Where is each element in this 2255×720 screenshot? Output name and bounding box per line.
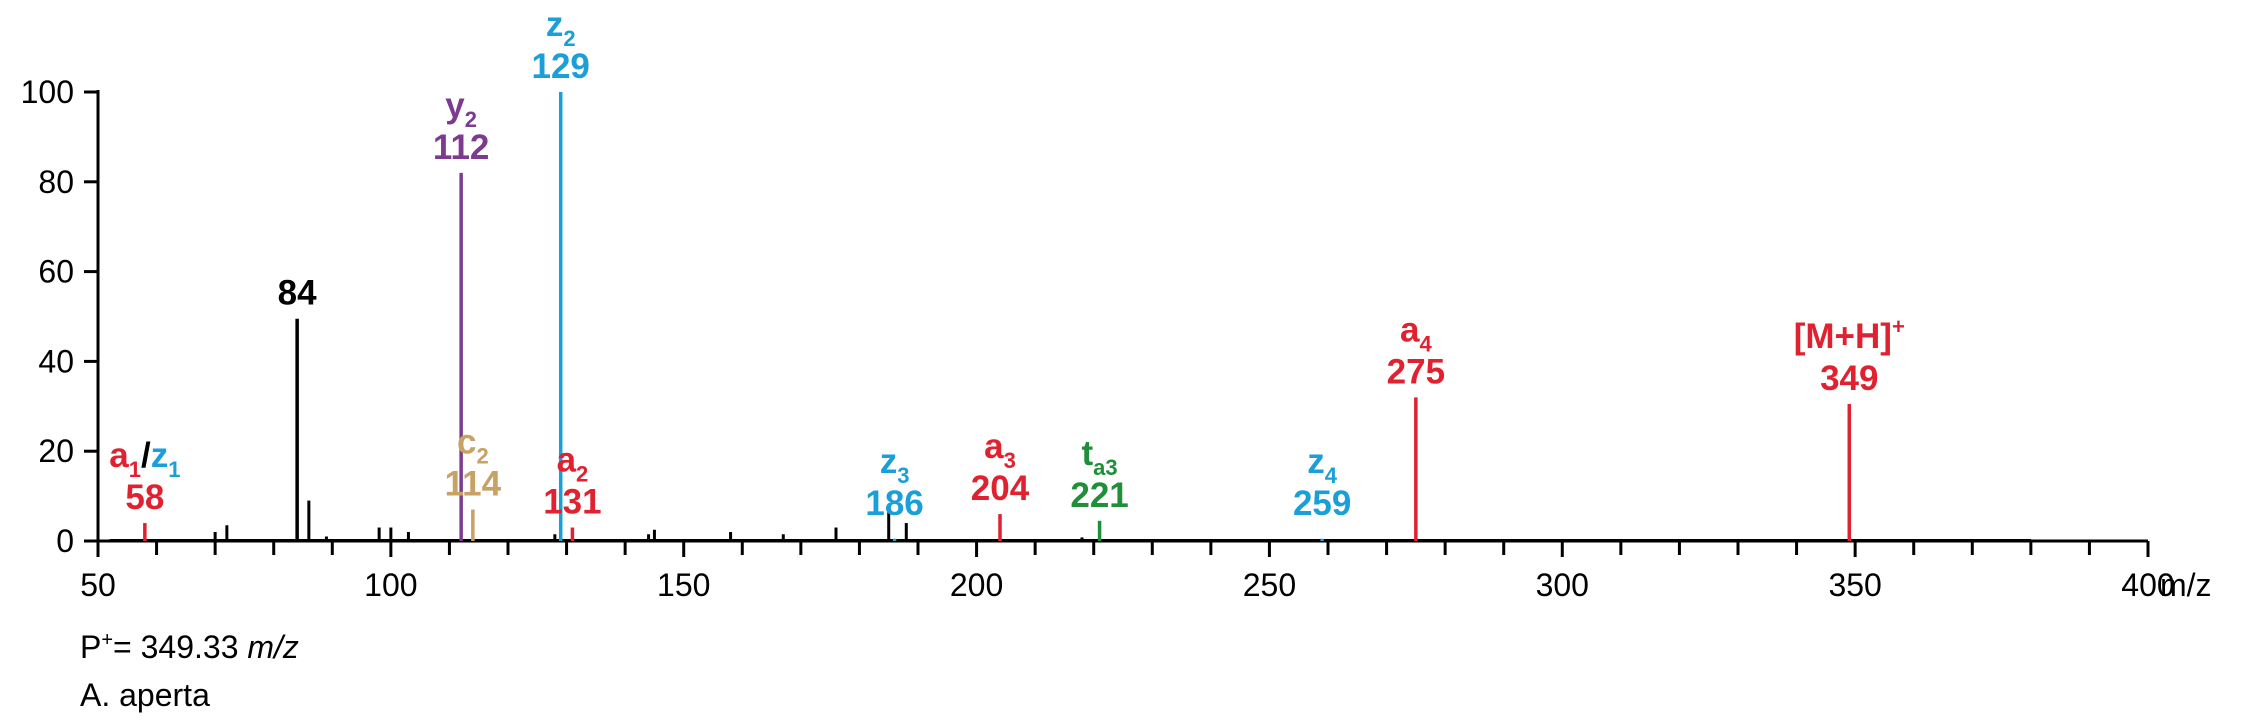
peak-ion-label-349: [M+H]+ bbox=[1794, 314, 1905, 356]
peak-mz-label-186: 186 bbox=[865, 484, 923, 523]
precursor-mass-label: P+= 349.33 m/z bbox=[80, 629, 299, 665]
species-label: A. aperta bbox=[80, 677, 210, 713]
peak-ion-label-275: a4 bbox=[1400, 310, 1432, 356]
peak-mz-label-204: 204 bbox=[971, 469, 1030, 508]
x-tick-label: 350 bbox=[1828, 567, 1881, 603]
peak-ion-label-112: y2 bbox=[445, 86, 477, 132]
x-tick-label: 150 bbox=[657, 567, 710, 603]
peak-ion-label-221: ta3 bbox=[1082, 434, 1118, 480]
peak-mz-label-349: 349 bbox=[1820, 359, 1878, 398]
x-tick-label: 200 bbox=[950, 567, 1003, 603]
x-tick-label: 300 bbox=[1536, 567, 1589, 603]
y-tick-label: 40 bbox=[38, 343, 74, 379]
peak-ion-label-186: z3 bbox=[880, 442, 910, 488]
y-tick-label: 80 bbox=[38, 164, 74, 200]
x-tick-label: 400 bbox=[2121, 567, 2174, 603]
peak-mz-label-58: 58 bbox=[125, 478, 164, 517]
peak-ion-label-131: a2 bbox=[557, 441, 589, 487]
x-tick-label: 100 bbox=[364, 567, 417, 603]
y-tick-label: 100 bbox=[21, 74, 74, 110]
peak-ion-label-58: a1/z1 bbox=[109, 436, 180, 482]
peak-mz-label-114: 114 bbox=[445, 465, 502, 504]
x-tick-label: 250 bbox=[1243, 567, 1296, 603]
y-tick-label: 60 bbox=[38, 254, 74, 290]
peak-mz-label-112: 112 bbox=[433, 128, 489, 167]
peak-mz-label-259: 259 bbox=[1293, 484, 1351, 523]
peak-ion-label-204: a3 bbox=[984, 427, 1016, 473]
x-tick-label: 50 bbox=[80, 567, 116, 603]
x-axis-label: m/z bbox=[2160, 567, 2212, 603]
y-tick-label: 0 bbox=[56, 523, 74, 559]
peak-mz-label-84: 84 bbox=[278, 274, 317, 313]
peak-mz-label-131: 131 bbox=[543, 483, 601, 522]
peak-mz-label-221: 221 bbox=[1070, 476, 1128, 515]
peak-ion-label-114: c2 bbox=[457, 423, 489, 469]
peak-ion-label-129: z2 bbox=[546, 5, 576, 51]
peak-ion-label-259: z4 bbox=[1307, 442, 1338, 488]
peak-mz-label-275: 275 bbox=[1387, 352, 1445, 391]
y-tick-label: 20 bbox=[38, 433, 74, 469]
peak-mz-label-129: 129 bbox=[532, 47, 590, 86]
